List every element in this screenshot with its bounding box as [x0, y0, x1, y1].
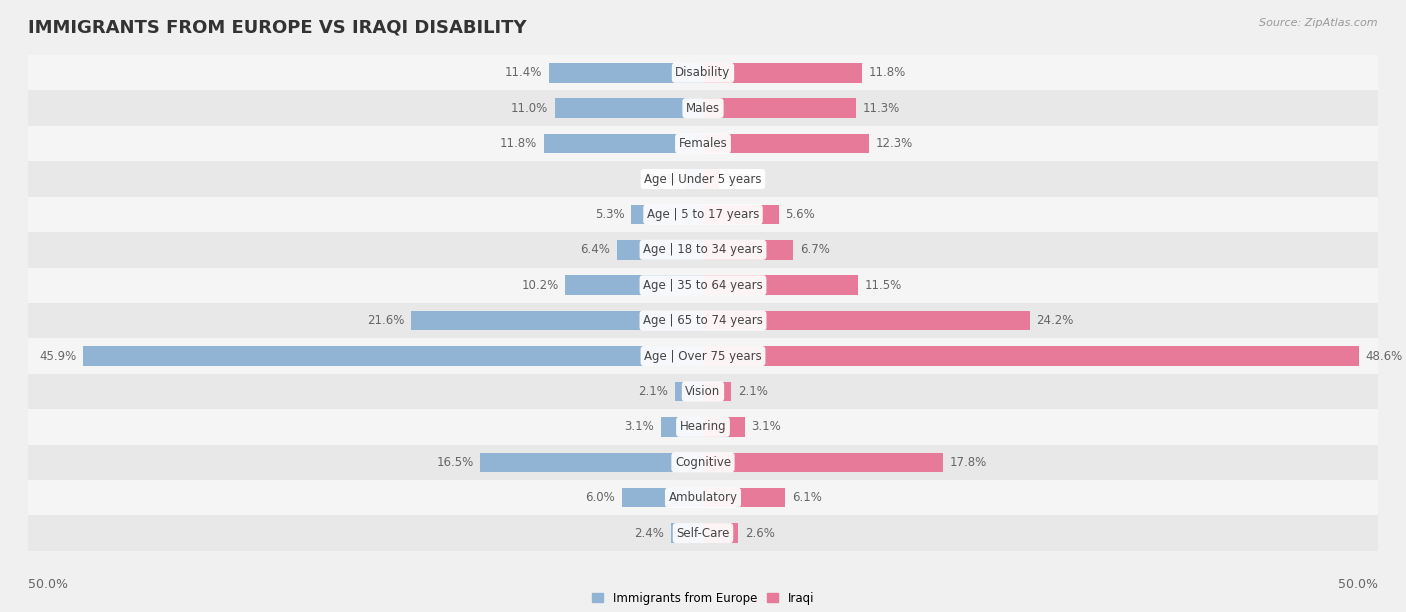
Bar [703, 452, 943, 472]
Text: Age | 65 to 74 years: Age | 65 to 74 years [643, 314, 763, 327]
Bar [28, 162, 1378, 196]
Bar [703, 346, 1360, 366]
Text: 10.2%: 10.2% [522, 278, 558, 292]
Text: 6.0%: 6.0% [585, 491, 616, 504]
Text: 24.2%: 24.2% [1036, 314, 1074, 327]
Text: 3.1%: 3.1% [624, 420, 654, 433]
Bar [28, 444, 1378, 480]
Bar [28, 126, 1378, 162]
Text: 12.3%: 12.3% [876, 137, 912, 150]
Text: Ambulatory: Ambulatory [668, 491, 738, 504]
Text: 1.2%: 1.2% [725, 173, 756, 185]
Bar [703, 275, 858, 295]
Text: Age | 5 to 17 years: Age | 5 to 17 years [647, 208, 759, 221]
Text: 2.1%: 2.1% [638, 385, 668, 398]
Bar [28, 267, 1378, 303]
Text: 6.7%: 6.7% [800, 244, 830, 256]
Legend: Immigrants from Europe, Iraqi: Immigrants from Europe, Iraqi [586, 587, 820, 610]
Bar [661, 417, 703, 436]
Bar [481, 452, 703, 472]
Bar [703, 382, 731, 401]
Bar [28, 374, 1378, 409]
Bar [703, 204, 779, 224]
Bar [28, 55, 1378, 91]
Bar [703, 488, 786, 507]
Bar [621, 488, 703, 507]
Bar [671, 523, 703, 543]
Bar [703, 63, 862, 83]
Text: Age | Over 75 years: Age | Over 75 years [644, 349, 762, 362]
Text: 11.4%: 11.4% [505, 66, 543, 80]
Bar [544, 134, 703, 154]
Text: 6.1%: 6.1% [792, 491, 823, 504]
Bar [28, 232, 1378, 267]
Text: 2.1%: 2.1% [738, 385, 768, 398]
Text: 2.6%: 2.6% [745, 526, 775, 540]
Text: 16.5%: 16.5% [436, 456, 474, 469]
Text: Self-Care: Self-Care [676, 526, 730, 540]
Text: 2.4%: 2.4% [634, 526, 664, 540]
Bar [703, 523, 738, 543]
Bar [631, 204, 703, 224]
Text: 1.3%: 1.3% [650, 173, 679, 185]
Bar [83, 346, 703, 366]
Text: 11.8%: 11.8% [869, 66, 907, 80]
Bar [703, 99, 855, 118]
Text: Source: ZipAtlas.com: Source: ZipAtlas.com [1260, 18, 1378, 28]
Bar [675, 382, 703, 401]
Text: Vision: Vision [685, 385, 721, 398]
Text: Age | 18 to 34 years: Age | 18 to 34 years [643, 244, 763, 256]
Text: IMMIGRANTS FROM EUROPE VS IRAQI DISABILITY: IMMIGRANTS FROM EUROPE VS IRAQI DISABILI… [28, 18, 527, 36]
Text: Disability: Disability [675, 66, 731, 80]
Bar [703, 134, 869, 154]
Text: 48.6%: 48.6% [1365, 349, 1403, 362]
Bar [550, 63, 703, 83]
Bar [28, 480, 1378, 515]
Bar [703, 417, 745, 436]
Text: 11.3%: 11.3% [862, 102, 900, 114]
Bar [686, 170, 703, 188]
Bar [28, 91, 1378, 126]
Text: Age | Under 5 years: Age | Under 5 years [644, 173, 762, 185]
Bar [412, 311, 703, 330]
Bar [554, 99, 703, 118]
Bar [28, 515, 1378, 551]
Text: 5.6%: 5.6% [786, 208, 815, 221]
Text: 3.1%: 3.1% [752, 420, 782, 433]
Text: 11.0%: 11.0% [510, 102, 548, 114]
Bar [617, 240, 703, 259]
Text: 5.3%: 5.3% [595, 208, 624, 221]
Text: Males: Males [686, 102, 720, 114]
Text: Age | 35 to 64 years: Age | 35 to 64 years [643, 278, 763, 292]
Text: Cognitive: Cognitive [675, 456, 731, 469]
Bar [28, 409, 1378, 444]
Bar [565, 275, 703, 295]
Text: Females: Females [679, 137, 727, 150]
Bar [703, 311, 1029, 330]
Text: 11.5%: 11.5% [865, 278, 903, 292]
Bar [703, 170, 720, 188]
Bar [28, 338, 1378, 374]
Text: 11.8%: 11.8% [499, 137, 537, 150]
Text: 50.0%: 50.0% [1339, 578, 1378, 591]
Bar [28, 196, 1378, 232]
Text: 50.0%: 50.0% [28, 578, 67, 591]
Bar [703, 240, 793, 259]
Text: 6.4%: 6.4% [581, 244, 610, 256]
Text: 45.9%: 45.9% [39, 349, 77, 362]
Bar [28, 303, 1378, 338]
Text: 17.8%: 17.8% [950, 456, 987, 469]
Text: 21.6%: 21.6% [367, 314, 405, 327]
Text: Hearing: Hearing [679, 420, 727, 433]
